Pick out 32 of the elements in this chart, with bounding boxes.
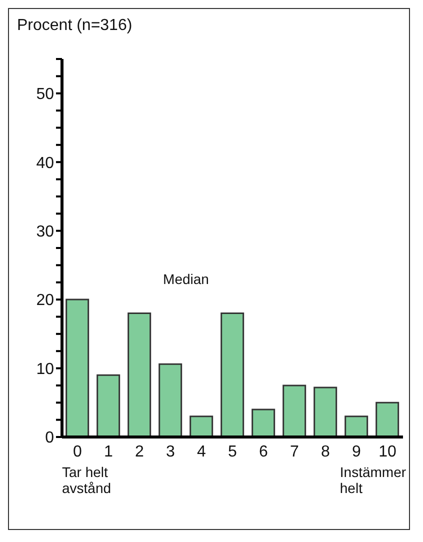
y-tick-label: 40	[36, 154, 54, 172]
chart-title: Procent (n=316)	[17, 17, 132, 35]
y-tick-label: 0	[45, 430, 54, 447]
bar	[376, 402, 400, 437]
x-tick-label: 10	[378, 443, 396, 460]
x-tick-label: 6	[259, 443, 268, 460]
x-tick-label: 8	[321, 443, 330, 460]
x-tick-label: 5	[228, 443, 238, 460]
x-tick-label: 2	[135, 443, 144, 460]
bar	[344, 416, 368, 437]
y-tick-label: 30	[36, 224, 54, 240]
y-tick-label: 10	[36, 360, 54, 378]
y-tick-label: 50	[36, 86, 54, 104]
x-tick-label: 7	[290, 443, 300, 460]
text: Tar helt avstånd	[62, 464, 112, 496]
bar	[158, 363, 182, 437]
x-tick-label: 9	[352, 443, 362, 460]
bar	[128, 312, 152, 437]
bar	[252, 408, 276, 437]
bar	[190, 416, 214, 437]
annotation: Median	[163, 270, 209, 287]
x-tick-label: 4	[197, 443, 206, 460]
bar	[96, 374, 120, 437]
text: Instämmer helt	[340, 464, 406, 496]
y-tick-label: 20	[36, 292, 54, 310]
x-tick-label: 1	[104, 443, 114, 460]
bar	[314, 386, 338, 437]
x-tick-label: 0	[73, 443, 82, 460]
bar	[282, 384, 306, 437]
x-tick-label: 3	[166, 443, 176, 460]
bar	[66, 298, 90, 437]
bar	[220, 312, 244, 437]
